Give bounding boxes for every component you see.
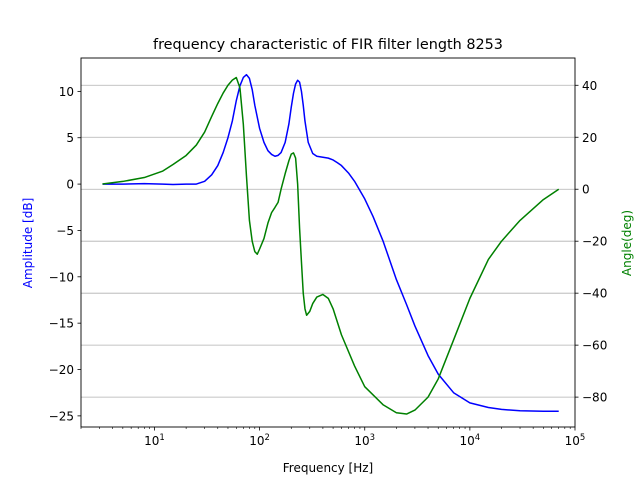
y-right-tick-label: −80	[582, 391, 607, 405]
y-left-tick-label: 5	[66, 131, 74, 145]
y-axis-right: −80 −60 −40 −20 0 20 40	[575, 79, 607, 405]
grid-layer	[81, 84, 575, 398]
y-axis-right-label: Angle(deg)	[620, 210, 634, 276]
y-right-tick-label: −40	[582, 287, 607, 301]
y-left-tick-label: 10	[59, 85, 74, 99]
amplitude-line	[102, 73, 559, 412]
plot-frame	[80, 57, 576, 428]
y-left-tick-label: −5	[56, 224, 74, 238]
y-left-tick-label: −20	[49, 363, 74, 377]
y-left-tick-label: −15	[49, 317, 74, 331]
angle-line	[102, 76, 560, 415]
series-layer	[102, 73, 560, 415]
y-left-tick-label: −25	[49, 409, 74, 423]
chart-title: frequency characteristic of FIR filter l…	[153, 37, 503, 53]
y-right-tick-label: 0	[582, 183, 590, 197]
y-right-tick-label: 20	[582, 131, 597, 145]
x-axis-label: Frequency [Hz]	[283, 461, 374, 475]
y-axis-left-label: Amplitude [dB]	[21, 198, 35, 289]
y-left-tick-label: 0	[66, 178, 74, 192]
y-right-tick-label: 40	[582, 79, 597, 93]
y-left-tick-label: −10	[49, 270, 74, 284]
y-axis-left: −25 −20 −15 −10 −5 0 5 10	[49, 85, 81, 423]
y-right-tick-label: −60	[582, 339, 607, 353]
y-right-tick-label: −20	[582, 235, 607, 249]
